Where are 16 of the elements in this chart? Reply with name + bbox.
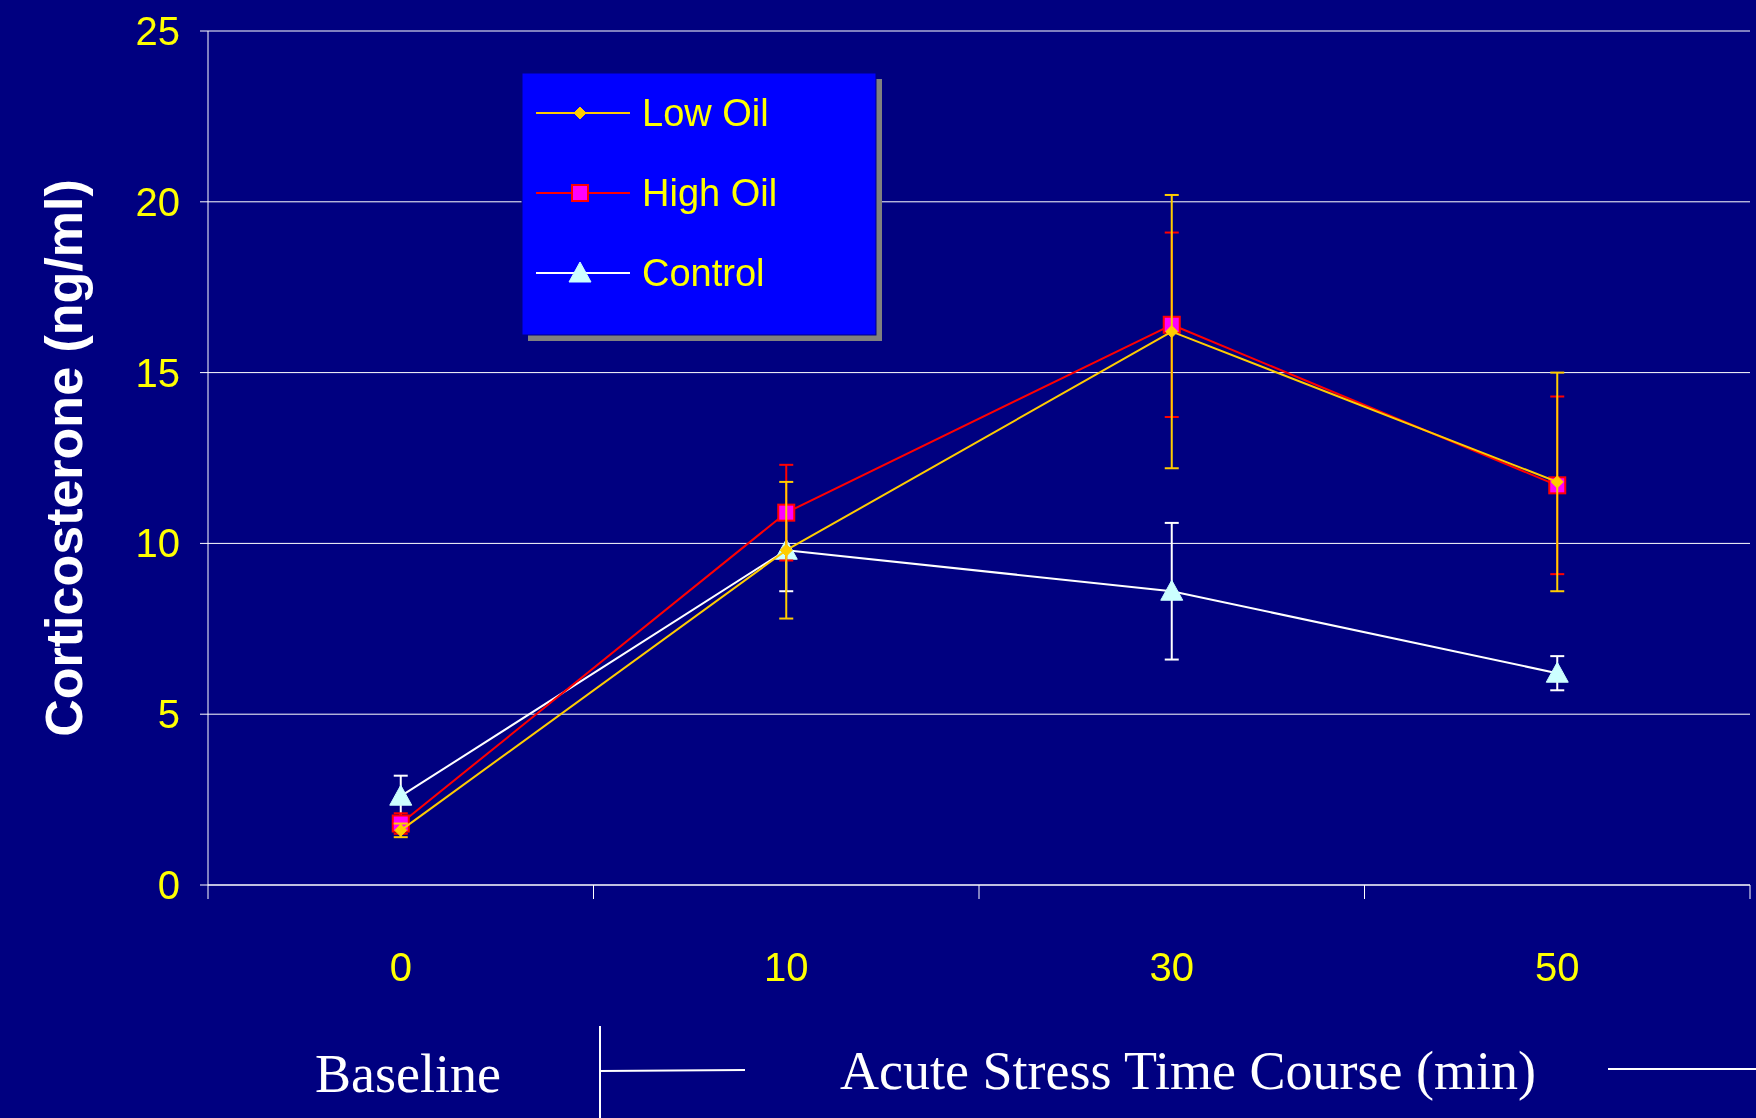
legend-label: Low Oil <box>642 92 769 135</box>
y-axis-title: Corticosterone (ng/ml) <box>35 179 94 737</box>
text: Acute Stress Time Course (min) <box>840 1040 1536 1101</box>
y-tick-label: 15 <box>135 350 180 395</box>
y-tick-label: 20 <box>135 179 180 224</box>
x-tick-label: 10 <box>764 945 809 989</box>
y-tick-label: 10 <box>135 521 180 566</box>
legend-label: Control <box>642 252 765 295</box>
x-tick-label: 50 <box>1535 945 1580 989</box>
x-tick-label: 30 <box>1149 945 1194 989</box>
text: Baseline <box>315 1043 501 1104</box>
legend-label: High Oil <box>642 172 778 215</box>
y-tick-label: 25 <box>135 9 180 53</box>
x-tick-label: 0 <box>389 945 412 989</box>
y-tick-label: 5 <box>157 692 180 737</box>
y-tick-label: 0 <box>157 863 180 907</box>
